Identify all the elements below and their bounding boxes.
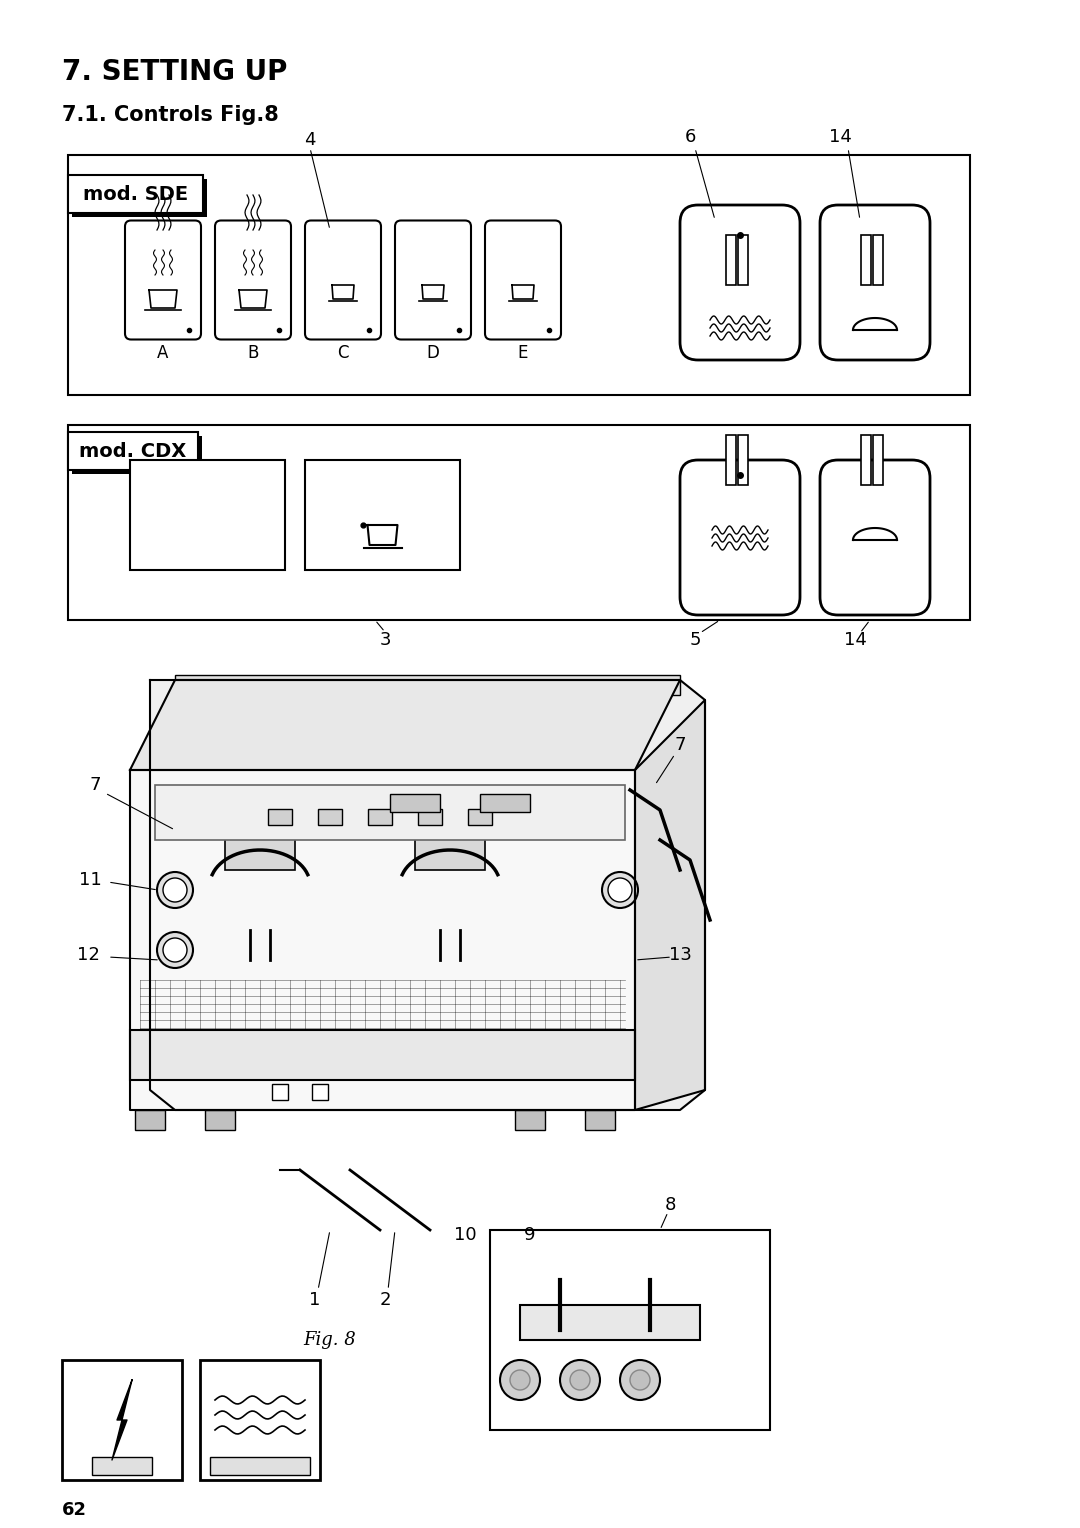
Text: A: A: [158, 344, 168, 362]
Bar: [861, 435, 870, 484]
Bar: [318, 808, 342, 825]
Bar: [210, 1458, 310, 1475]
Polygon shape: [112, 1380, 132, 1459]
Bar: [130, 1030, 635, 1080]
Polygon shape: [130, 680, 680, 770]
Bar: [305, 460, 460, 570]
Bar: [515, 1109, 545, 1131]
Text: 7.1. Controls Fig.8: 7.1. Controls Fig.8: [62, 105, 279, 125]
Bar: [390, 795, 440, 811]
Bar: [62, 1360, 183, 1481]
Text: B: B: [247, 344, 259, 362]
Bar: [726, 435, 735, 484]
Text: 6: 6: [685, 128, 696, 147]
Circle shape: [157, 872, 193, 908]
Text: 4: 4: [305, 131, 315, 150]
FancyBboxPatch shape: [215, 220, 291, 339]
Text: 2: 2: [379, 1291, 391, 1309]
Bar: [585, 1109, 615, 1131]
Polygon shape: [512, 286, 534, 299]
Text: D: D: [427, 344, 440, 362]
Bar: [873, 235, 883, 286]
FancyBboxPatch shape: [820, 460, 930, 614]
Bar: [72, 179, 207, 217]
Text: 8: 8: [664, 1196, 676, 1215]
Polygon shape: [150, 680, 705, 1109]
Text: 12: 12: [77, 946, 99, 964]
Bar: [268, 808, 292, 825]
Text: 9: 9: [524, 1225, 536, 1244]
Polygon shape: [635, 700, 705, 1109]
Text: 7. SETTING UP: 7. SETTING UP: [62, 58, 287, 86]
FancyBboxPatch shape: [305, 220, 381, 339]
FancyBboxPatch shape: [125, 220, 201, 339]
Circle shape: [510, 1371, 530, 1390]
Bar: [312, 1083, 328, 1100]
Bar: [92, 1458, 152, 1475]
Text: mod. CDX: mod. CDX: [79, 442, 187, 460]
Bar: [519, 1305, 700, 1340]
Text: mod. SDE: mod. SDE: [83, 185, 188, 203]
Bar: [738, 235, 748, 286]
Text: 7: 7: [674, 736, 686, 753]
Bar: [738, 435, 748, 484]
Circle shape: [163, 879, 187, 902]
Polygon shape: [149, 290, 177, 309]
Circle shape: [602, 872, 638, 908]
Bar: [873, 435, 883, 484]
Circle shape: [608, 879, 632, 902]
FancyBboxPatch shape: [680, 460, 800, 614]
Bar: [175, 675, 680, 695]
FancyBboxPatch shape: [820, 205, 930, 361]
Polygon shape: [422, 286, 444, 299]
Circle shape: [630, 1371, 650, 1390]
Bar: [68, 432, 198, 471]
Text: Fig. 8: Fig. 8: [303, 1331, 356, 1349]
Bar: [68, 425, 970, 620]
Circle shape: [157, 932, 193, 969]
Circle shape: [500, 1360, 540, 1400]
Bar: [468, 808, 492, 825]
Bar: [135, 1109, 165, 1131]
Bar: [726, 235, 735, 286]
Text: 14: 14: [828, 128, 851, 147]
Polygon shape: [130, 770, 635, 1109]
Bar: [68, 154, 970, 396]
Bar: [130, 460, 285, 570]
Text: C: C: [337, 344, 349, 362]
Text: 1: 1: [309, 1291, 321, 1309]
Bar: [205, 1109, 235, 1131]
Text: 3: 3: [379, 631, 391, 649]
Circle shape: [163, 938, 187, 963]
Circle shape: [620, 1360, 660, 1400]
Text: 13: 13: [669, 946, 691, 964]
Bar: [368, 808, 392, 825]
Bar: [480, 795, 530, 811]
Bar: [225, 810, 295, 869]
Bar: [200, 1360, 320, 1481]
Bar: [156, 785, 625, 840]
Circle shape: [561, 1360, 600, 1400]
Bar: [272, 1083, 288, 1100]
FancyBboxPatch shape: [485, 220, 561, 339]
FancyBboxPatch shape: [680, 205, 800, 361]
Text: E: E: [517, 344, 528, 362]
Text: 62: 62: [62, 1500, 87, 1519]
Bar: [68, 176, 203, 212]
Bar: [418, 808, 442, 825]
Text: 14: 14: [843, 631, 866, 649]
Text: 11: 11: [79, 871, 102, 889]
Polygon shape: [367, 526, 397, 545]
Text: 5: 5: [689, 631, 701, 649]
Polygon shape: [239, 290, 267, 309]
Bar: [72, 435, 202, 474]
Circle shape: [570, 1371, 590, 1390]
Bar: [490, 1230, 770, 1430]
Bar: [861, 235, 870, 286]
Bar: [415, 810, 485, 869]
Text: 10: 10: [454, 1225, 476, 1244]
Polygon shape: [332, 286, 354, 299]
FancyBboxPatch shape: [395, 220, 471, 339]
Text: 7: 7: [90, 776, 100, 795]
